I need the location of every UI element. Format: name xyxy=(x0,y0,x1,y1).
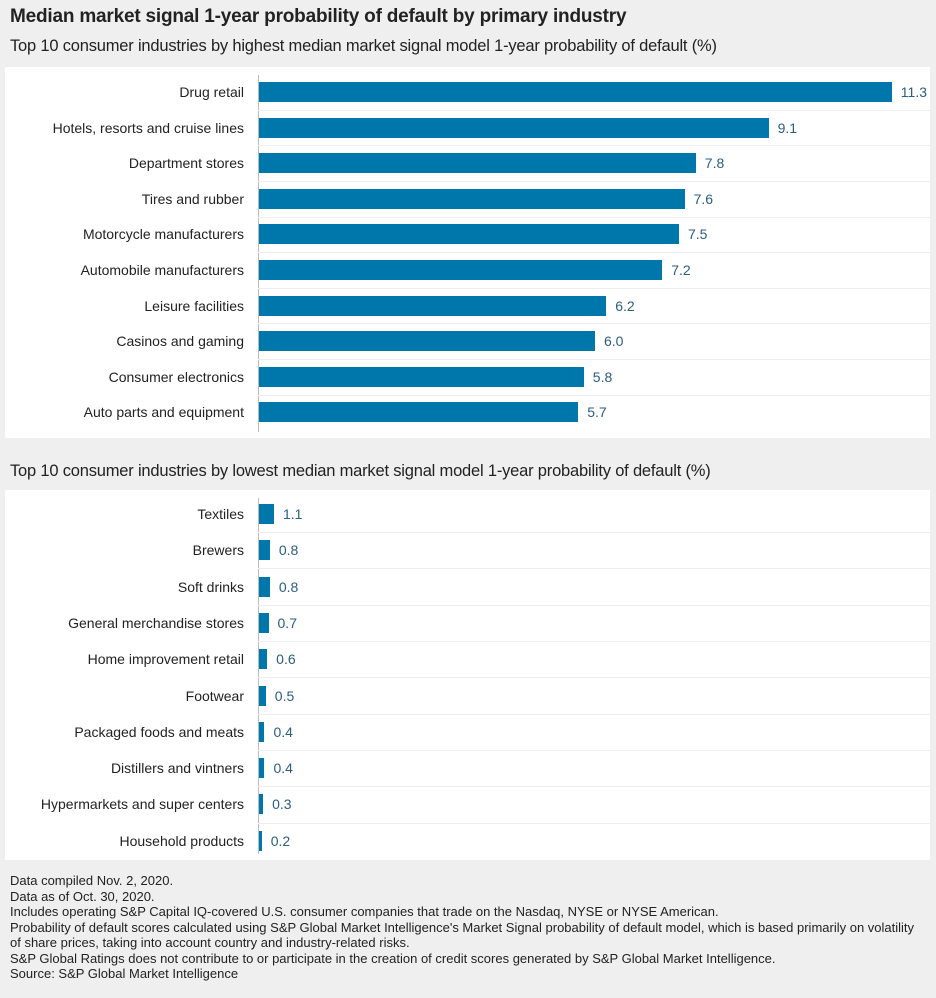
bar xyxy=(259,82,892,102)
gridline xyxy=(258,713,930,715)
bar xyxy=(259,366,584,387)
data-label: 7.6 xyxy=(693,190,714,207)
gridline xyxy=(258,216,930,218)
bar xyxy=(259,153,696,174)
bar xyxy=(259,402,579,423)
category-label: Brewers xyxy=(192,542,244,559)
chart-title: Median market signal 1-year probability … xyxy=(10,6,627,27)
bar xyxy=(259,540,270,561)
data-label: 0.4 xyxy=(273,723,293,740)
data-label: 0.7 xyxy=(277,614,297,631)
bar xyxy=(259,224,679,245)
chart-subtitle-highest: Top 10 consumer industries by highest me… xyxy=(10,37,717,55)
gridline xyxy=(258,822,930,824)
bar xyxy=(259,576,270,597)
gridline xyxy=(258,786,930,788)
data-label: 0.5 xyxy=(274,687,295,704)
footnotes: Data compiled Nov. 2, 2020. Data as of Oc… xyxy=(10,873,925,982)
gridline xyxy=(258,532,930,534)
bar xyxy=(259,260,663,280)
y-axis-line xyxy=(258,75,259,432)
gridline xyxy=(258,287,930,289)
category-label: Auto parts and equipment xyxy=(83,404,244,421)
data-label: 11.3 xyxy=(900,84,928,100)
gridline xyxy=(258,359,930,360)
category-label: Department stores xyxy=(128,155,244,172)
bar xyxy=(259,295,607,316)
data-label: 0.6 xyxy=(276,651,296,668)
data-label: 0.4 xyxy=(273,760,293,777)
chart-subtitle-lowest: Top 10 consumer industries by lowest med… xyxy=(10,462,711,480)
data-label: 0.8 xyxy=(278,542,299,559)
y-axis-line xyxy=(258,498,259,854)
category-label: General merchandise stores xyxy=(68,614,244,631)
bar xyxy=(259,649,268,670)
footnote: S&P Global Ratings does not contribute t… xyxy=(10,950,776,966)
data-label: 0.8 xyxy=(278,578,299,595)
data-label: 9.1 xyxy=(777,119,798,136)
bar xyxy=(259,504,274,524)
data-label: 7.2 xyxy=(671,262,691,278)
chart-panel-lowest: Textiles 1.1 Brewers 0.8 Soft drinks 0.8 Gener… xyxy=(5,490,930,860)
gridline xyxy=(258,641,930,643)
footnote: Data compiled Nov. 2, 2020. xyxy=(10,873,174,888)
category-label: Motorcycle manufacturers xyxy=(82,226,244,243)
bar xyxy=(259,331,595,352)
gridline xyxy=(258,323,930,325)
data-label: 6.0 xyxy=(604,333,624,350)
footnote: Data as of Oct. 30, 2020. xyxy=(10,888,155,904)
category-label: Hypermarkets and super centers xyxy=(40,796,244,813)
data-label: 0.2 xyxy=(270,832,291,849)
category-label: Leisure facilities xyxy=(144,297,244,314)
footnote: Source: S&P Global Market Intelligence xyxy=(10,966,239,981)
category-label: Footwear xyxy=(185,687,244,704)
data-label: 7.5 xyxy=(688,226,708,243)
footnote: Includes operating S&P Capital IQ-covere… xyxy=(10,904,719,919)
bar xyxy=(259,830,262,851)
gridline xyxy=(258,145,930,147)
gridline xyxy=(258,109,930,111)
data-label: 5.7 xyxy=(587,404,607,421)
gridline xyxy=(258,252,930,254)
category-label: Soft drinks xyxy=(177,578,244,595)
bar xyxy=(259,721,265,742)
category-label: Tires and rubber xyxy=(141,190,244,207)
bar xyxy=(259,612,269,633)
category-label: Textiles xyxy=(197,506,244,522)
category-label: Hotels, resorts and cruise lines xyxy=(52,119,244,136)
gridline xyxy=(258,749,930,751)
category-label: Automobile manufacturers xyxy=(80,262,244,278)
data-label: 6.2 xyxy=(615,297,635,314)
bar xyxy=(259,794,264,815)
category-label: Home improvement retail xyxy=(87,651,244,668)
category-label: Consumer electronics xyxy=(108,368,244,385)
gridline xyxy=(258,604,930,606)
chart-panel-highest: Drug retail 11.3 Hotels, resorts and cruis… xyxy=(5,67,930,438)
gridline xyxy=(258,677,930,679)
gridline xyxy=(258,181,930,182)
category-label: Casinos and gaming xyxy=(116,333,244,350)
category-label: Household products xyxy=(119,832,244,849)
bar xyxy=(259,685,266,706)
gridline xyxy=(258,568,930,570)
data-label: 1.1 xyxy=(282,506,303,522)
data-label: 7.8 xyxy=(704,155,725,172)
category-label: Packaged foods and meats xyxy=(74,723,244,740)
footnote: Probability of default scores calculated… xyxy=(10,919,915,951)
category-label: Drug retail xyxy=(179,84,244,100)
data-label: 5.8 xyxy=(592,368,613,385)
category-label: Distillers and vintners xyxy=(110,760,244,777)
data-label: 0.3 xyxy=(272,796,292,813)
bar xyxy=(259,117,769,138)
bar xyxy=(259,758,265,779)
gridline xyxy=(258,394,930,396)
bar xyxy=(259,188,685,209)
